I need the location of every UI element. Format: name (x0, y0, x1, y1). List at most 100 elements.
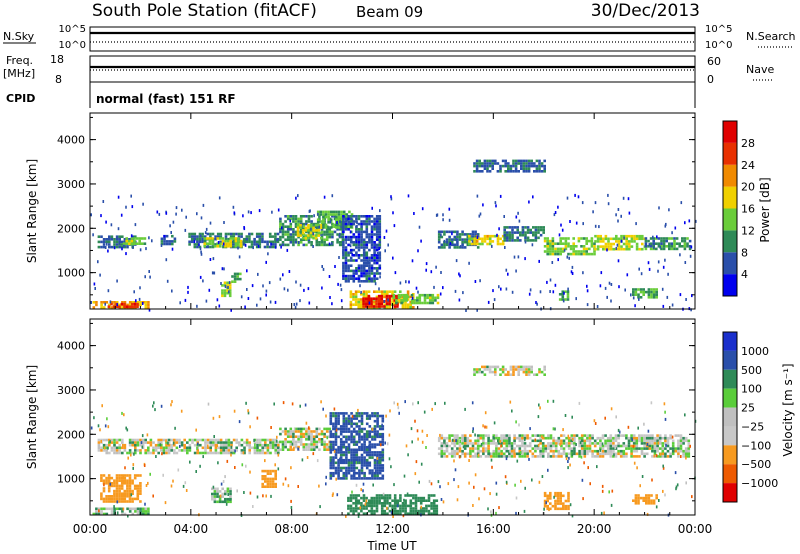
heatmap-cell (632, 434, 636, 437)
heatmap-cell (494, 234, 497, 238)
heatmap-speckle (242, 451, 245, 455)
heatmap-cell (456, 243, 459, 247)
heatmap-cell (549, 242, 552, 245)
heatmap-cell (427, 494, 431, 497)
heatmap-cell (625, 434, 628, 437)
heatmap-cell (458, 449, 462, 453)
freq-tick-high: 18 (50, 53, 64, 66)
heatmap-cell (381, 438, 385, 441)
heatmap-cell (307, 448, 311, 451)
heatmap-cell (575, 434, 579, 437)
heatmap-speckle (523, 509, 526, 513)
heatmap-cell (329, 477, 333, 480)
heatmap-speckle (436, 213, 439, 217)
heatmap-cell (360, 241, 363, 244)
heatmap-speckle (141, 302, 144, 305)
heatmap-cell (349, 274, 353, 278)
heatmap-cell (436, 293, 440, 297)
heatmap-speckle (437, 480, 440, 484)
heatmap-cell (525, 167, 528, 170)
heatmap-cell (302, 243, 306, 247)
heatmap-speckle (465, 309, 467, 312)
heatmap-cell (521, 436, 524, 440)
heatmap-cell (655, 247, 658, 251)
heatmap-cell (365, 414, 369, 418)
heatmap-cell (679, 447, 683, 450)
heatmap-cell (264, 446, 267, 450)
heatmap-cell (578, 439, 581, 443)
heatmap-cell (345, 448, 348, 452)
heatmap-cell (329, 419, 333, 423)
heatmap-cell (128, 487, 132, 490)
heatmap-cell (248, 245, 251, 249)
heatmap-cell (214, 446, 218, 450)
heatmap-cell (632, 436, 636, 440)
heatmap-cell (541, 442, 545, 445)
heatmap-speckle (175, 212, 177, 216)
heatmap-cell (224, 245, 227, 248)
heatmap-speckle (225, 502, 228, 506)
heatmap-speckle (662, 466, 665, 470)
heatmap-cell (284, 430, 287, 433)
heatmap-speckle (325, 475, 327, 479)
heatmap-cell (350, 425, 353, 428)
heatmap-cell (375, 499, 379, 502)
heatmap-cell (128, 303, 132, 307)
heatmap-cell (499, 242, 502, 246)
heatmap-cell (546, 239, 549, 243)
heatmap-cell (402, 299, 406, 302)
heatmap-cell (102, 500, 106, 503)
heatmap-cell (522, 164, 526, 168)
heatmap-cell (302, 215, 306, 218)
heatmap-cell (367, 509, 371, 513)
heatmap-cell (656, 436, 659, 440)
heatmap-cell (375, 243, 379, 247)
heatmap-cell (269, 477, 272, 481)
heatmap-cell (368, 261, 371, 265)
heatmap-cell (131, 497, 134, 501)
y-tick-label: 4000 (57, 340, 85, 353)
heatmap-cell (136, 449, 140, 452)
heatmap-cell (376, 471, 379, 475)
heatmap-cell (294, 233, 298, 236)
heatmap-cell (347, 504, 350, 508)
heatmap-cell (483, 159, 487, 163)
heatmap-cell (681, 245, 684, 248)
heatmap-cell (443, 442, 446, 445)
heatmap-cell (380, 496, 384, 500)
heatmap-cell (294, 443, 298, 446)
heatmap-cell (478, 164, 481, 168)
heatmap-cell (219, 443, 223, 447)
heatmap-cell (362, 302, 365, 306)
heatmap-cell (549, 239, 552, 243)
heatmap-cell (375, 235, 379, 239)
heatmap-cell (347, 435, 351, 439)
heatmap-cell (404, 502, 407, 505)
heatmap-speckle (171, 247, 174, 251)
heatmap-cell (149, 438, 153, 442)
heatmap-cell (512, 368, 515, 371)
heatmap-cell (226, 242, 230, 245)
heatmap-cell (492, 442, 496, 445)
heatmap-cell (541, 444, 545, 448)
heatmap-cell (354, 298, 358, 301)
heatmap-cell (488, 237, 492, 241)
heatmap-cell (178, 441, 181, 444)
heatmap-cell (376, 435, 379, 439)
heatmap-speckle (342, 250, 344, 254)
heatmap-speckle (102, 200, 105, 203)
heatmap-cell (628, 247, 631, 251)
heatmap-cell (456, 452, 459, 456)
heatmap-speckle (617, 428, 620, 432)
heatmap-cell (365, 461, 369, 465)
heatmap-cell (157, 446, 160, 450)
heatmap-cell (342, 248, 345, 252)
heatmap-cell (350, 448, 353, 452)
heatmap-cell (615, 240, 618, 243)
heatmap-cell (469, 442, 472, 445)
cpid-label: CPID (6, 92, 35, 105)
heatmap-cell (136, 474, 140, 477)
heatmap-cell (133, 239, 136, 243)
heatmap-cell (479, 449, 483, 453)
heatmap-cell (483, 234, 487, 238)
